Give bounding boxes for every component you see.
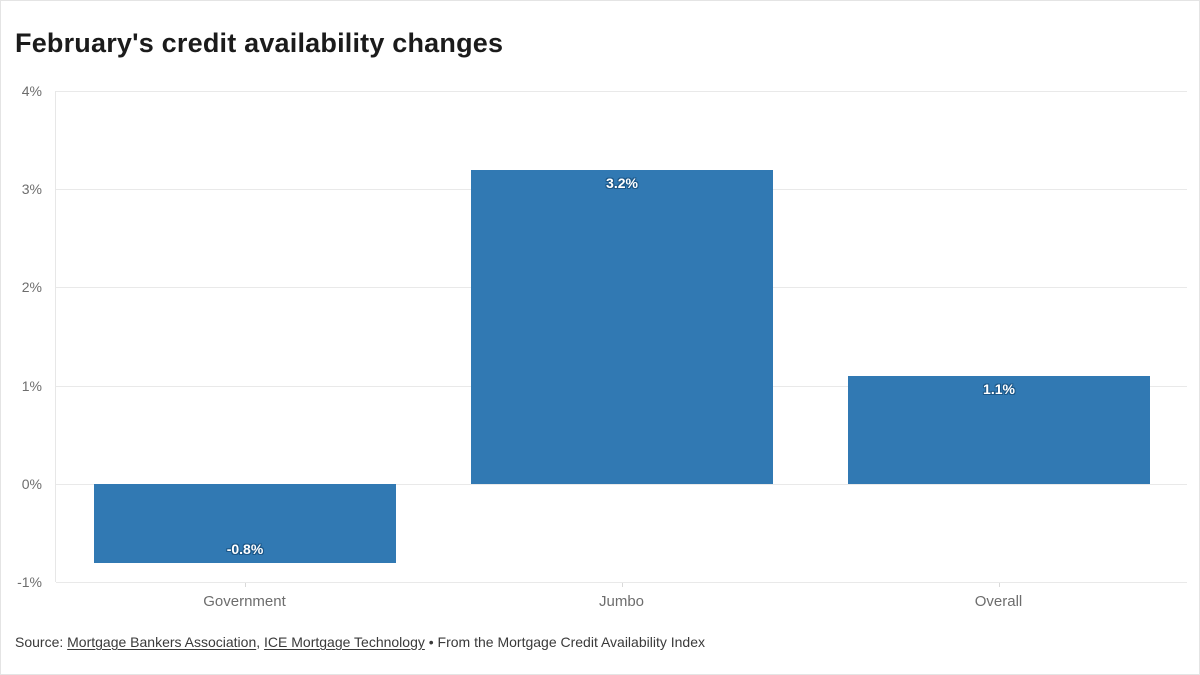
- bar-value-label: 3.2%: [606, 175, 638, 191]
- y-axis-tick-label: 0%: [21, 476, 42, 492]
- y-axis-tick-label: 4%: [21, 83, 42, 99]
- x-axis-tick: [622, 583, 623, 587]
- chart-title: February's credit availability changes: [15, 28, 504, 58]
- bar-jumbo[interactable]: [471, 170, 773, 484]
- x-axis-tick: [999, 583, 1000, 587]
- bar-value-label: -0.8%: [226, 541, 264, 557]
- x-axis-tick: [245, 583, 246, 587]
- y-axis-line: [55, 91, 56, 582]
- bar-government[interactable]: [94, 484, 396, 563]
- source-link-separator: ,: [256, 634, 265, 650]
- source-link-ice-mortgage-technology[interactable]: ICE Mortgage Technology: [264, 634, 425, 650]
- source-link-mortgage-bankers-association[interactable]: Mortgage Bankers Association: [67, 634, 257, 650]
- x-axis-category-label: Overall: [974, 593, 1023, 610]
- y-axis-tick-label: 2%: [21, 279, 42, 295]
- bar-overall[interactable]: [848, 376, 1150, 484]
- y-axis-tick-label: 3%: [21, 181, 42, 197]
- source-prefix: Source:: [15, 634, 68, 650]
- y-axis-tick-label: 1%: [21, 378, 42, 394]
- gridline: [56, 582, 1187, 583]
- gridline: [56, 484, 1187, 485]
- x-axis-category-label: Government: [203, 593, 286, 610]
- source-suffix: • From the Mortgage Credit Availability …: [424, 634, 705, 650]
- bar-value-label: 1.1%: [983, 381, 1015, 397]
- y-axis-tick-label: -1%: [17, 574, 42, 590]
- source-line: Source: Mortgage Bankers Association, IC…: [15, 633, 705, 651]
- gridline: [56, 91, 1187, 92]
- x-axis-category-label: Jumbo: [598, 593, 645, 610]
